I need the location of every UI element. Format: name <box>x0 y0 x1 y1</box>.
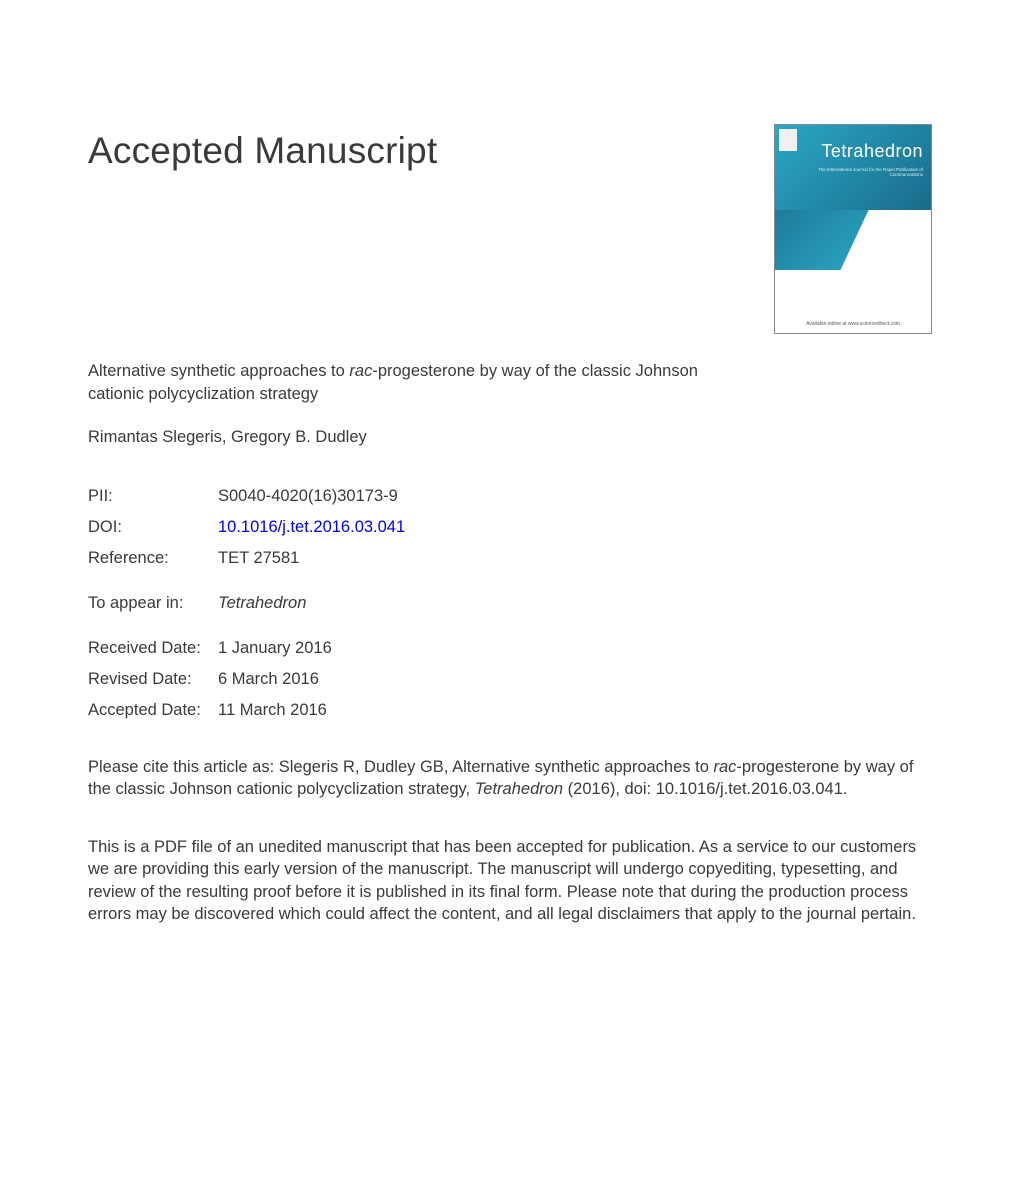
meta-row-revised: Revised Date: 6 March 2016 <box>88 670 932 689</box>
header-row: Accepted Manuscript Tetrahedron The Inte… <box>88 130 932 334</box>
journal-cover-thumbnail: Tetrahedron The International Journal fo… <box>774 124 932 334</box>
meta-value-received: 1 January 2016 <box>218 639 332 658</box>
meta-label-pii: PII: <box>88 487 218 506</box>
meta-row-pii: PII: S0040-4020(16)30173-9 <box>88 487 932 506</box>
article-title-italic: rac <box>349 362 372 380</box>
cover-journal-subtitle: The International Journal for the Rapid … <box>803 167 923 178</box>
metadata-table: PII: S0040-4020(16)30173-9 DOI: 10.1016/… <box>88 487 932 720</box>
citation-block: Please cite this article as: Slegeris R,… <box>88 756 932 801</box>
article-title-pre: Alternative synthetic approaches to <box>88 362 349 380</box>
meta-value-reference: TET 27581 <box>218 549 299 568</box>
meta-value-appear: Tetrahedron <box>218 594 306 613</box>
cover-footer-text: Available online at www.sciencedirect.co… <box>775 321 931 327</box>
article-authors: Rimantas Slegeris, Gregory B. Dudley <box>88 428 932 447</box>
citation-pre: Please cite this article as: Slegeris R,… <box>88 758 713 776</box>
citation-ital-journal: Tetrahedron <box>475 780 563 798</box>
meta-value-doi-link[interactable]: 10.1016/j.tet.2016.03.041 <box>218 518 405 537</box>
meta-row-appear: To appear in: Tetrahedron <box>88 594 932 613</box>
meta-value-pii: S0040-4020(16)30173-9 <box>218 487 398 506</box>
cover-journal-title: Tetrahedron <box>821 141 923 162</box>
meta-label-received: Received Date: <box>88 639 218 658</box>
page-title: Accepted Manuscript <box>88 130 437 172</box>
meta-label-revised: Revised Date: <box>88 670 218 689</box>
meta-label-reference: Reference: <box>88 549 218 568</box>
meta-label-appear: To appear in: <box>88 594 218 613</box>
meta-row-accepted: Accepted Date: 11 March 2016 <box>88 701 932 720</box>
citation-ital-rac: rac <box>713 758 736 776</box>
meta-label-accepted: Accepted Date: <box>88 701 218 720</box>
spacer <box>88 580 932 594</box>
spacer <box>88 625 932 639</box>
meta-row-reference: Reference: TET 27581 <box>88 549 932 568</box>
manuscript-page: Accepted Manuscript Tetrahedron The Inte… <box>0 0 1020 985</box>
meta-value-accepted: 11 March 2016 <box>218 701 327 720</box>
meta-value-revised: 6 March 2016 <box>218 670 319 689</box>
publisher-logo-icon <box>779 129 797 151</box>
article-title: Alternative synthetic approaches to rac-… <box>88 360 728 406</box>
meta-row-received: Received Date: 1 January 2016 <box>88 639 932 658</box>
meta-row-doi: DOI: 10.1016/j.tet.2016.03.041 <box>88 518 932 537</box>
meta-label-doi: DOI: <box>88 518 218 537</box>
disclaimer-text: This is a PDF file of an unedited manusc… <box>88 836 932 925</box>
citation-post: (2016), doi: 10.1016/j.tet.2016.03.041. <box>563 780 847 798</box>
